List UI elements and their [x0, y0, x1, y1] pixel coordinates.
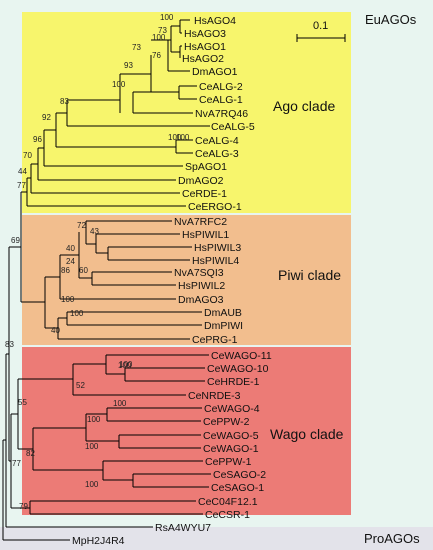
bootstrap-value: 40	[66, 244, 75, 253]
bootstrap-value: 70	[23, 151, 32, 160]
wago-clade-label: Wago clade	[270, 426, 344, 442]
leaf-label: NvA7RFC2	[174, 216, 227, 228]
bootstrap-value: 73	[132, 43, 141, 52]
piwi-clade-box	[22, 215, 351, 345]
tree-branch	[120, 73, 151, 113]
bootstrap-value: 40	[51, 326, 60, 335]
pro-agos-background	[0, 527, 433, 550]
leaf-label: HsAGO1	[184, 41, 226, 53]
leaf-label: CePRG-1	[192, 334, 238, 346]
leaf-label: RsA4WYU7	[155, 522, 211, 534]
leaf-label: CeC04F12.1	[198, 496, 258, 508]
pro-agos-label: ProAGOs	[364, 531, 420, 546]
leaf-label: CeALG-4	[195, 135, 239, 147]
bootstrap-value: 100	[118, 361, 132, 370]
tree-branch	[151, 39, 169, 71]
bootstrap-value: 100	[152, 33, 166, 42]
leaf-label: DmPIWI	[204, 320, 243, 332]
tree-branches	[2, 19, 211, 541]
scale-bar	[296, 34, 346, 42]
leaf-label: DmAGO2	[178, 175, 224, 187]
leaf-label: DmAUB	[204, 307, 242, 319]
leaf-label: CeWAGO-4	[204, 403, 260, 415]
bootstrap-value: 83	[5, 340, 14, 349]
bootstrap-value: 100	[70, 309, 84, 318]
leaf-label: DmAGO1	[192, 66, 238, 78]
leaf-label: HsPIWIL1	[182, 229, 229, 241]
bootstrap-value: 92	[42, 113, 51, 122]
bootstrap-value: 93	[124, 61, 133, 70]
bootstrap-value: 69	[11, 236, 20, 245]
leaf-label: HsAGO4	[194, 15, 236, 27]
leaf-label: CeSAGO-2	[213, 469, 266, 481]
leaf-label: CeWAGO-10	[207, 363, 269, 375]
bootstrap-value: 73	[158, 26, 167, 35]
leaf-label: MpH2J4R4	[72, 535, 125, 547]
leaf-label: CeALG-1	[199, 94, 243, 106]
leaf-label: CeALG-5	[211, 121, 255, 133]
tree-branch	[106, 368, 126, 381]
leaf-label: HsAGO2	[182, 53, 224, 65]
tree-branch	[171, 46, 181, 58]
piwi-clade-label: Piwi clade	[278, 267, 341, 283]
bootstrap-value: 76	[152, 51, 161, 60]
leaf-label: CeERGO-1	[188, 201, 242, 213]
bootstrap-value: 100	[85, 480, 99, 489]
bootstrap-value: 77	[17, 181, 26, 190]
bootstrap-value: 60	[79, 266, 88, 275]
leaf-label: HsPIWIL4	[192, 255, 239, 267]
bootstrap-value: 100	[87, 415, 101, 424]
leaf-label: CeHRDE-1	[207, 376, 260, 388]
bootstrap-value: 100	[176, 133, 190, 142]
bootstrap-value: 100	[160, 13, 174, 22]
leaf-label: CeCSR-1	[205, 509, 250, 521]
bootstrap-value: 79	[19, 502, 28, 511]
tree-branch	[96, 247, 109, 260]
leaf-label: HsPIWIL3	[194, 242, 241, 254]
leaf-label: CeALG-3	[195, 148, 239, 160]
bootstrap-value: 55	[18, 398, 27, 407]
leaf-label: CeNRDE-3	[188, 390, 241, 402]
leaf-label: HsAGO3	[184, 28, 226, 40]
bootstrap-value: 100	[113, 399, 127, 408]
bootstrap-value: 86	[61, 266, 70, 275]
leaf-label: HsPIWIL2	[178, 280, 225, 292]
bootstrap-value: 100	[119, 360, 133, 369]
leaf-label: CePPW-2	[203, 416, 250, 428]
leaf-label: NvA7RQ46	[195, 108, 248, 120]
tree-branch	[171, 20, 181, 33]
tree-branch	[79, 272, 93, 285]
bootstrap-value: 100	[85, 442, 99, 451]
leaf-label: SpAGO1	[185, 161, 227, 173]
bootstrap-labels: 1007310076739310010083921009670447772434…	[5, 13, 190, 511]
leaf-label: CeWAGO-11	[211, 350, 272, 362]
leaf-label: CePPW-1	[205, 456, 252, 468]
bootstrap-value: 100	[168, 133, 182, 142]
leaf-label: CeSAGO-1	[211, 482, 264, 494]
bootstrap-value: 77	[12, 459, 21, 468]
leaf-labels: HsAGO4HsAGO3HsAGO1HsAGO2DmAGO1CeALG-2CeA…	[72, 15, 272, 547]
bootstrap-value: 96	[33, 135, 42, 144]
bootstrap-value: 24	[66, 257, 75, 266]
leaf-label: CeWAGO-1	[203, 443, 259, 455]
bootstrap-value: 100	[61, 295, 75, 304]
bootstrap-value: 52	[76, 381, 85, 390]
bootstrap-value: 44	[18, 167, 27, 176]
leaf-label: CeRDE-1	[182, 188, 227, 200]
bootstrap-value: 83	[60, 97, 69, 106]
tree-branch	[133, 86, 180, 99]
eu-agos-label: EuAGOs	[365, 12, 417, 27]
leaf-label: CeALG-2	[199, 81, 243, 93]
ago-clade-label: Ago clade	[273, 98, 335, 114]
scale-bar-label: 0.1	[313, 20, 328, 32]
tree-branch	[67, 99, 209, 127]
leaf-label: NvA7SQI3	[174, 267, 224, 279]
bootstrap-value: 100	[112, 80, 126, 89]
bootstrap-value: 82	[26, 449, 35, 458]
leaf-label: DmAGO3	[178, 294, 224, 306]
bootstrap-value: 72	[77, 221, 86, 230]
bootstrap-value: 43	[90, 227, 99, 236]
leaf-label: CeWAGO-5	[203, 430, 259, 442]
